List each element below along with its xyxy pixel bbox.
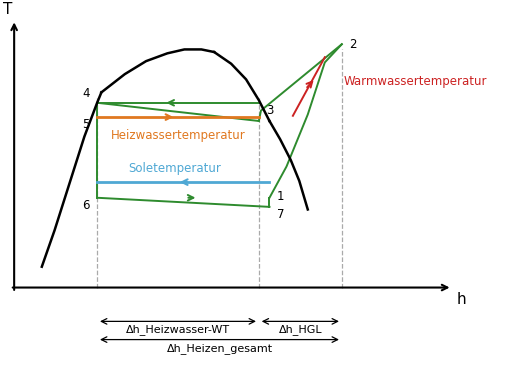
Text: Warmwassertemperatur: Warmwassertemperatur <box>343 75 486 88</box>
Text: h: h <box>456 292 466 307</box>
Text: T: T <box>3 2 13 17</box>
Text: 7: 7 <box>277 208 284 221</box>
Text: 5: 5 <box>82 119 89 131</box>
Text: Heizwassertemperatur: Heizwassertemperatur <box>111 129 245 142</box>
Text: 4: 4 <box>82 87 89 100</box>
Text: Δh_Heizwasser-WT: Δh_Heizwasser-WT <box>126 324 230 335</box>
Text: Soletemperatur: Soletemperatur <box>128 162 221 175</box>
Text: 2: 2 <box>349 38 356 51</box>
Text: 6: 6 <box>82 199 89 212</box>
Text: Δh_HGL: Δh_HGL <box>278 324 322 335</box>
Text: 3: 3 <box>266 104 273 117</box>
Text: Δh_Heizen_gesamt: Δh_Heizen_gesamt <box>166 343 272 354</box>
Text: 1: 1 <box>277 190 284 203</box>
